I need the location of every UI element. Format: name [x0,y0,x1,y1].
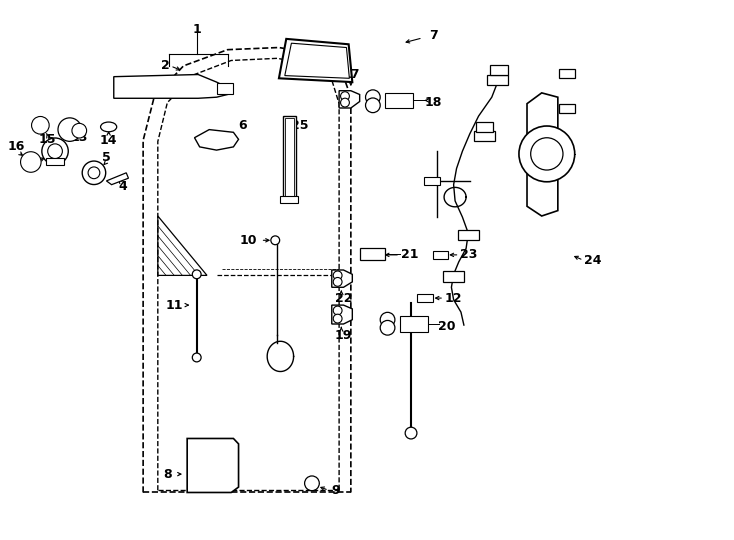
Polygon shape [332,270,352,287]
Polygon shape [279,39,352,82]
Bar [360,248,385,260]
Circle shape [88,167,100,179]
Bar [424,177,440,185]
Circle shape [72,123,87,138]
Bar [285,118,294,198]
Circle shape [192,270,201,279]
Circle shape [366,90,380,105]
Text: 21: 21 [401,248,418,261]
Text: 15: 15 [39,133,57,146]
Text: 9: 9 [332,484,341,497]
Bar [476,122,493,132]
Bar [458,230,479,240]
Circle shape [333,271,342,280]
Circle shape [333,306,342,315]
Circle shape [341,92,349,100]
Bar [559,104,575,113]
Circle shape [531,138,563,170]
Bar [443,271,464,282]
Bar [280,196,298,202]
Polygon shape [285,43,349,78]
Text: 18: 18 [424,96,442,109]
Polygon shape [106,173,128,185]
Text: 12: 12 [445,292,462,305]
Text: 24: 24 [584,254,602,267]
Bar [433,251,448,259]
Bar [400,316,428,332]
Text: 14: 14 [100,134,117,147]
Circle shape [333,314,342,323]
Circle shape [380,312,395,327]
Bar [487,75,508,85]
Text: 19: 19 [335,329,352,342]
Bar [46,158,64,165]
Text: 20: 20 [437,320,455,333]
Text: 23: 23 [459,248,477,261]
Circle shape [271,236,280,245]
Ellipse shape [101,122,117,132]
Text: 1: 1 [192,23,201,36]
Text: 4: 4 [119,180,128,193]
Circle shape [366,98,380,113]
Bar [385,93,413,108]
Text: 25: 25 [291,119,308,132]
Circle shape [405,427,417,439]
Bar [417,294,433,302]
Bar [474,131,495,141]
Circle shape [192,353,201,362]
Text: 13: 13 [70,131,88,144]
Bar [283,116,296,200]
Text: 10: 10 [239,234,257,247]
Text: 11: 11 [166,299,184,312]
Text: 22: 22 [335,292,352,305]
Bar [217,83,233,94]
Polygon shape [187,438,239,492]
Circle shape [519,126,575,182]
Text: 7: 7 [429,29,437,42]
Circle shape [380,320,395,335]
Text: 3: 3 [25,156,34,168]
Polygon shape [114,75,228,98]
Circle shape [42,138,68,164]
Circle shape [48,144,62,159]
Text: 8: 8 [163,468,172,481]
Circle shape [32,117,49,134]
Circle shape [333,278,342,286]
Circle shape [305,476,319,491]
Circle shape [341,98,349,107]
Polygon shape [332,305,352,324]
Circle shape [82,161,106,185]
Bar [559,69,575,78]
Text: 17: 17 [342,68,360,81]
Text: 5: 5 [102,151,111,164]
Polygon shape [195,130,239,150]
Circle shape [58,118,81,141]
Bar [490,65,508,75]
Text: 6: 6 [238,119,247,132]
Text: 16: 16 [7,140,25,153]
Circle shape [21,152,41,172]
Polygon shape [339,91,360,108]
Text: 2: 2 [161,59,170,72]
Polygon shape [527,93,558,216]
